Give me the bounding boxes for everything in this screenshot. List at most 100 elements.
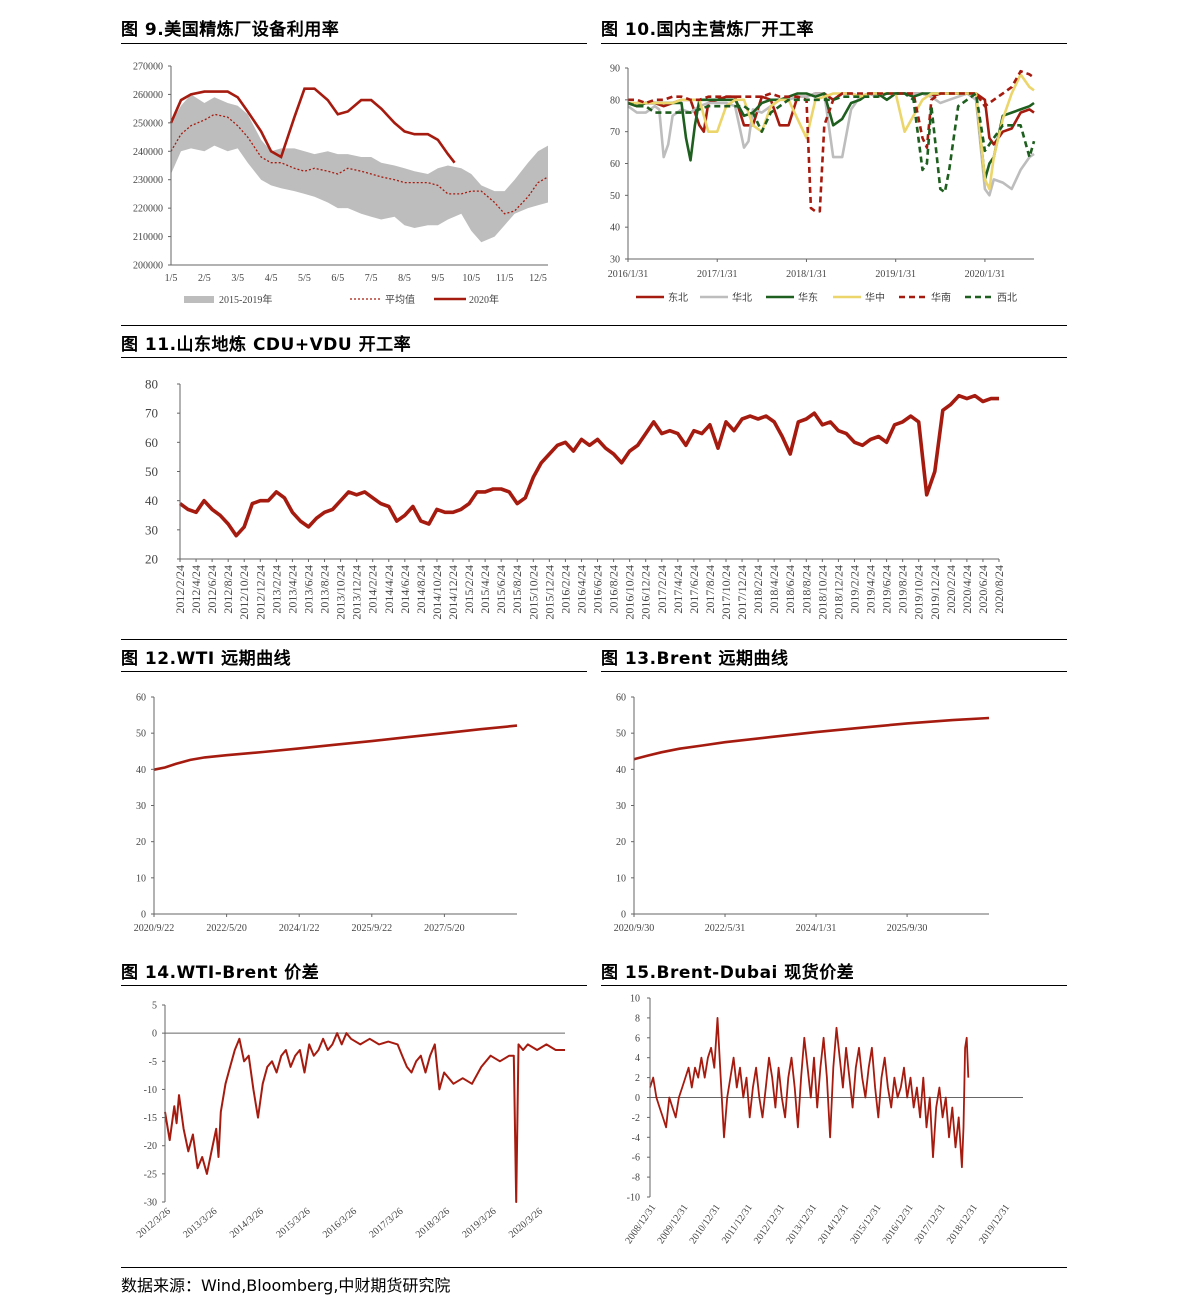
x-tick-label: 7/5 xyxy=(365,273,378,284)
x-tick-label: 10/5 xyxy=(462,273,480,284)
y-tick-label: 5 xyxy=(152,1001,157,1012)
y-tick-label: 200000 xyxy=(133,261,163,272)
x-tick-label: 2020/4/24 xyxy=(960,565,974,614)
x-tick-label: 2015/4/24 xyxy=(478,565,492,614)
x-tick-label: 2013/6/24 xyxy=(301,565,315,614)
y-tick-label: -10 xyxy=(627,1193,640,1204)
x-tick-label: 2017/10/24 xyxy=(719,565,733,620)
x-tick-label: 2015/2/24 xyxy=(462,565,476,614)
y-tick-label: -25 xyxy=(144,1169,157,1180)
y-tick-label: 210000 xyxy=(133,232,163,243)
figure-12-title: 图 12.WTI 远期曲线 xyxy=(121,649,292,669)
y-tick-label: 250000 xyxy=(133,118,163,129)
y-tick-label: 60 xyxy=(610,159,620,170)
y-tick-label: 30 xyxy=(616,801,626,812)
x-tick-label: 2012/10/24 xyxy=(237,565,251,620)
x-tick-label: 2018/1/31 xyxy=(786,269,827,280)
x-tick-label: 8/5 xyxy=(398,273,411,284)
x-tick-label: 3/5 xyxy=(231,273,244,284)
x-tick-label: 2017/12/31 xyxy=(913,1202,948,1246)
legend-swatch-band xyxy=(184,296,214,303)
y-tick-label: 8 xyxy=(635,1013,640,1024)
x-tick-label: 2027/5/20 xyxy=(424,923,465,934)
y-tick-label: 60 xyxy=(136,693,146,704)
y-tick-label: -10 xyxy=(144,1085,157,1096)
legend-label: 2015-2019年 xyxy=(219,293,272,306)
figure-11-title: 图 11.山东地炼 CDU+VDU 开工率 xyxy=(121,335,412,355)
x-tick-label: 2009/12/31 xyxy=(655,1202,690,1246)
x-tick-label: 2017/6/24 xyxy=(687,565,701,614)
x-tick-label: 2015/6/24 xyxy=(494,565,508,614)
y-tick-label: 50 xyxy=(610,191,620,202)
x-tick-label: 2013/10/24 xyxy=(334,565,348,620)
figure-15-rule xyxy=(601,985,1067,986)
x-tick-label: 2017/4/24 xyxy=(671,565,685,614)
series-2020 xyxy=(169,87,456,164)
y-tick-label: 220000 xyxy=(133,204,163,215)
x-tick-label: 2018/8/24 xyxy=(799,565,813,614)
x-tick-label: 2016/12/24 xyxy=(639,565,653,620)
x-tick-label: 12/5 xyxy=(529,273,547,284)
x-tick-label: 4/5 xyxy=(265,273,278,284)
x-tick-label: 2017/2/24 xyxy=(655,565,669,614)
x-tick-label: 2018/4/24 xyxy=(767,565,781,614)
x-tick-label: 2024/1/22 xyxy=(279,923,320,934)
x-tick-label: 2012/4/24 xyxy=(189,565,203,614)
y-tick-label: 0 xyxy=(621,910,626,921)
y-tick-label: 6 xyxy=(635,1033,640,1044)
x-tick-label: 2019/1/31 xyxy=(875,269,916,280)
figure-10-title: 图 10.国内主营炼厂开工率 xyxy=(601,20,815,40)
y-tick-label: 20 xyxy=(616,837,626,848)
y-tick-label: 260000 xyxy=(133,90,163,101)
source-note: 数据来源：Wind,Bloomberg,中财期货研究院 xyxy=(121,1276,451,1295)
x-tick-label: 2020/9/30 xyxy=(614,923,655,934)
x-tick-label: 2016/12/31 xyxy=(881,1202,916,1246)
x-tick-label: 11/5 xyxy=(496,273,513,284)
figure-12-rule xyxy=(121,671,587,672)
band-2015-2019 xyxy=(171,94,548,243)
x-tick-label: 2019/12/24 xyxy=(928,565,942,620)
y-tick-label: 30 xyxy=(136,801,146,812)
x-tick-label: 2016/1/31 xyxy=(608,269,649,280)
x-tick-label: 2020/9/22 xyxy=(134,923,175,934)
series-forward-curve xyxy=(633,716,990,761)
x-tick-label: 2012/6/24 xyxy=(205,565,219,614)
x-tick-label: 2016/8/24 xyxy=(607,565,621,614)
series-average xyxy=(170,113,549,215)
x-tick-label: 2025/9/30 xyxy=(887,923,928,934)
x-tick-label: 2019/10/24 xyxy=(912,565,926,620)
x-tick-label: 2013/8/24 xyxy=(318,565,332,614)
x-tick-label: 2008/12/31 xyxy=(623,1202,658,1246)
x-tick-label: 2022/5/20 xyxy=(206,923,247,934)
y-tick-label: -6 xyxy=(632,1153,640,1164)
y-tick-label: -15 xyxy=(144,1113,157,1124)
x-tick-label: 2014/10/24 xyxy=(430,565,444,620)
x-tick-label: 2020/6/24 xyxy=(976,565,990,614)
y-tick-label: 70 xyxy=(145,406,158,421)
series-operating-rate xyxy=(178,393,999,538)
series-西北 xyxy=(627,92,1036,194)
series-华南 xyxy=(628,69,1035,213)
x-tick-label: 2020/8/24 xyxy=(992,565,1006,614)
figure-10-rule xyxy=(601,43,1067,44)
x-tick-label: 2018/12/24 xyxy=(831,565,845,620)
figure-9-title: 图 9.美国精炼厂设备利用率 xyxy=(121,20,340,40)
x-tick-label: 2016/10/24 xyxy=(623,565,637,620)
x-tick-label: 2015/8/24 xyxy=(510,565,524,614)
y-tick-label: 50 xyxy=(136,729,146,740)
x-tick-label: 5/5 xyxy=(298,273,311,284)
y-tick-label: 40 xyxy=(610,223,620,234)
x-tick-label: 2015/12/24 xyxy=(542,565,556,620)
x-tick-label: 2013/4/24 xyxy=(285,565,299,614)
series-forward-curve xyxy=(153,724,518,771)
x-tick-label: 2019/12/31 xyxy=(977,1202,1012,1246)
x-tick-label: 2018/6/24 xyxy=(783,565,797,614)
y-tick-label: 230000 xyxy=(133,175,163,186)
x-tick-label: 2/5 xyxy=(198,273,211,284)
y-tick-label: 90 xyxy=(610,64,620,75)
